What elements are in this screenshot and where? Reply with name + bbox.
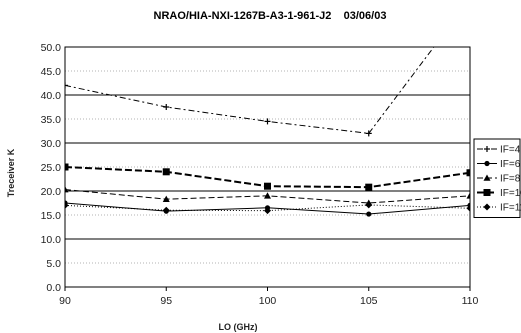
legend-label: IF=11 GHz [500, 203, 521, 214]
y-tick-label: 20.0 [41, 186, 62, 198]
y-tick-label: 50.0 [41, 42, 62, 54]
x-tick-label: 90 [59, 295, 71, 307]
legend-marker [484, 146, 490, 152]
data-point [65, 186, 69, 193]
data-point [162, 206, 170, 214]
y-axis-label: Treceiver K [6, 148, 16, 197]
y-tick-label: 30.0 [41, 138, 62, 150]
series-4 [65, 201, 470, 215]
x-axis-label: LO (GHz) [219, 322, 258, 332]
data-point [466, 192, 470, 199]
data-point [264, 192, 271, 199]
y-tick-label: 10.0 [41, 234, 62, 246]
legend-item: IF=10 GHz [477, 188, 521, 199]
legend-item: IF=8 GHz [477, 174, 521, 185]
y-tick-label: 40.0 [41, 90, 62, 102]
y-tick-label: 25.0 [41, 162, 62, 174]
data-point [466, 169, 470, 177]
data-point [366, 211, 372, 217]
legend-label: IF=6 GHz [500, 159, 521, 170]
data-point [65, 201, 69, 209]
legend: IF=4 GHz IF=6 GHz IF=8 GHz IF=10 GHz IF=11 G… [473, 138, 521, 218]
series-0 [65, 0, 473, 137]
legend-item: IF=4 GHz [477, 145, 521, 156]
y-tick-label: 45.0 [41, 66, 62, 78]
y-tick-label: 35.0 [41, 114, 62, 126]
data-point [365, 183, 373, 191]
data-point [65, 82, 68, 89]
data-point [264, 207, 271, 215]
data-point [163, 104, 170, 110]
data-point [365, 130, 372, 137]
legend-item: IF=11 GHz [477, 203, 521, 214]
x-tick-label: 105 [360, 295, 378, 307]
y-axis: 0.0 5.0 10.0 15.0 20.0 25.0 30.0 35.0 40.0 45.0 50… [41, 42, 62, 294]
x-tick-label: 95 [160, 295, 172, 307]
data-point [264, 118, 271, 125]
legend-marker [483, 174, 491, 181]
data-point [466, 204, 470, 212]
x-tick-label: 110 [462, 295, 479, 307]
grid-lines [65, 46, 470, 288]
legend-label: IF=8 GHz [500, 174, 521, 185]
legend-label: IF=10 GHz [500, 188, 521, 199]
chart-title: NRAO/HIA-NXI-1267B-A3-1-961-J2 03/06/03 [154, 10, 387, 22]
y-tick-label: 15.0 [41, 210, 62, 222]
legend-label: IF=4 GHz [500, 145, 521, 156]
x-axis: 90 95 100 105 110 [59, 287, 479, 307]
legend-marker [483, 203, 491, 211]
series-3 [65, 163, 470, 191]
data-point [65, 163, 69, 171]
y-tick-label: 5.0 [46, 258, 61, 270]
legend-marker [483, 189, 491, 196]
x-tick-label: 100 [259, 295, 277, 307]
y-tick-label: 0.0 [46, 282, 61, 294]
series-layer [65, 0, 473, 217]
data-point [264, 182, 271, 190]
data-point [467, 0, 473, 2]
data-point [162, 195, 170, 202]
data-point [365, 201, 373, 209]
legend-marker [484, 160, 490, 167]
data-point [162, 168, 170, 176]
legend-item: IF=6 GHz [477, 159, 521, 170]
